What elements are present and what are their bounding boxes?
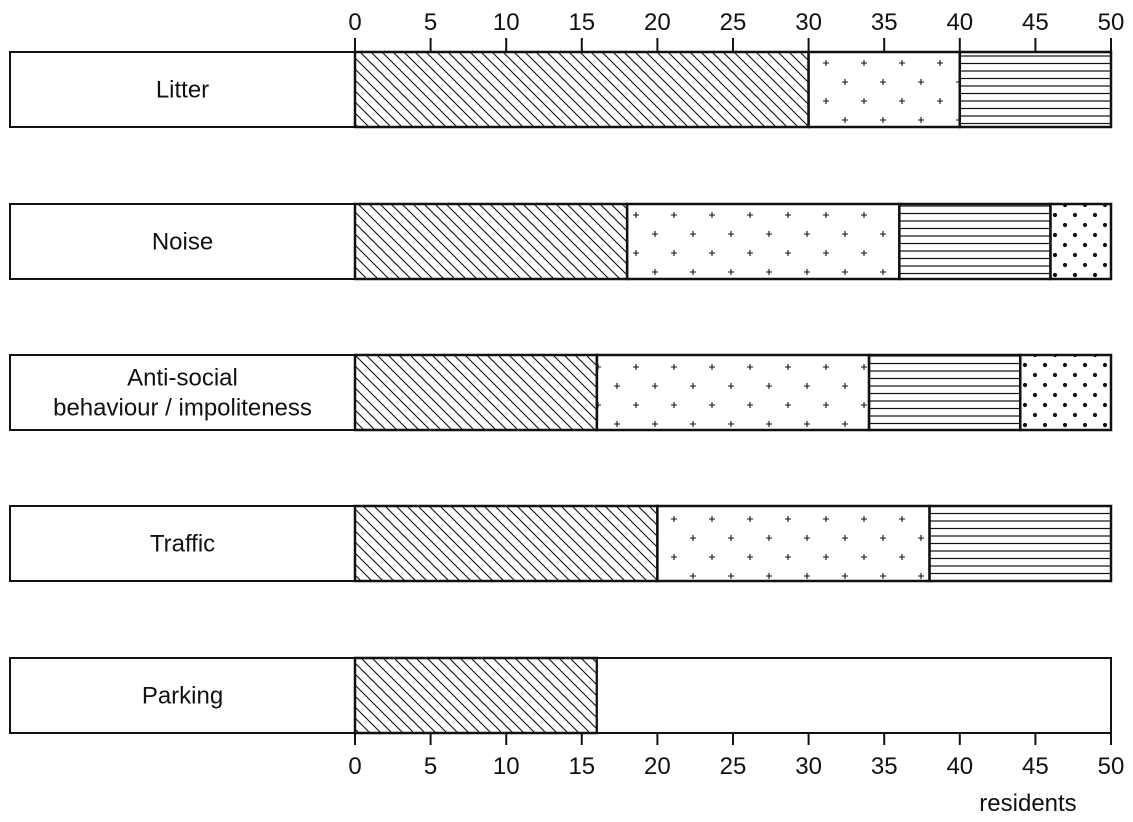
bar-segment-diagonal-hatch bbox=[353, 656, 599, 735]
category-label: behaviour / impoliteness bbox=[53, 395, 312, 422]
category-label: Noise bbox=[152, 229, 213, 256]
bottom-tick-label: 35 bbox=[871, 753, 898, 780]
bar-row: Litter bbox=[9, 50, 1113, 129]
x-axis-bottom: 0 5 10 15 20 25 30 35 40 45 50 bbox=[10, 732, 1125, 780]
bar-segment-horizontal-lines bbox=[898, 202, 1052, 281]
bar-empty-remainder bbox=[595, 657, 1112, 734]
bar-rows: Litter Noise Anti-social behaviour / impoli… bbox=[9, 50, 1113, 735]
bottom-tick-label: 30 bbox=[795, 753, 822, 780]
bar-segment-plus-signs bbox=[807, 50, 962, 129]
category-label-box bbox=[9, 505, 356, 582]
x-axis-top: 0 5 10 15 20 25 30 35 40 45 50 bbox=[348, 9, 1124, 52]
bar-row: Traffic bbox=[9, 504, 1113, 583]
bar-row: Anti-social behaviour / impoliteness bbox=[9, 353, 1113, 432]
top-tick-label: 25 bbox=[720, 9, 747, 36]
bar-row-frame bbox=[9, 505, 1112, 582]
bottom-tick-label: 45 bbox=[1022, 753, 1049, 780]
bar-row: Noise bbox=[9, 202, 1113, 281]
bar-segment-diagonal-hatch bbox=[353, 202, 629, 281]
bottom-tick-label: 50 bbox=[1098, 753, 1125, 780]
bar-segment-plus-signs bbox=[595, 353, 871, 432]
bottom-tick-label: 15 bbox=[568, 753, 595, 780]
bottom-tick-label: 5 bbox=[424, 753, 437, 780]
top-tick-label: 45 bbox=[1022, 9, 1049, 36]
bottom-tick-label: 10 bbox=[493, 753, 520, 780]
top-tick-label: 35 bbox=[871, 9, 898, 36]
bar-segment-plus-signs bbox=[625, 202, 901, 281]
category-label-box bbox=[9, 51, 356, 128]
bottom-tick-label: 0 bbox=[348, 753, 361, 780]
top-tick-label: 50 bbox=[1098, 9, 1125, 36]
bar-row-frame bbox=[9, 354, 1112, 431]
top-tick-label: 20 bbox=[644, 9, 671, 36]
bar-segment-diagonal-hatch bbox=[353, 504, 659, 583]
category-label: Anti-social bbox=[127, 365, 238, 392]
top-tick-label: 10 bbox=[493, 9, 520, 36]
bottom-tick-label: 20 bbox=[644, 753, 671, 780]
category-label: Traffic bbox=[150, 531, 215, 558]
category-label: Litter bbox=[156, 77, 209, 104]
bar-segment-dots bbox=[1049, 202, 1113, 281]
category-label: Parking bbox=[142, 683, 223, 710]
bar-row-frame bbox=[9, 203, 1112, 280]
bar-row-frame bbox=[9, 51, 1112, 128]
x-axis-unit-label: residents bbox=[979, 790, 1076, 817]
top-tick-label: 30 bbox=[795, 9, 822, 36]
top-tick-label: 5 bbox=[424, 9, 437, 36]
bar-segment-horizontal-lines bbox=[928, 504, 1113, 583]
top-tick-label: 15 bbox=[568, 9, 595, 36]
bar-segment-diagonal-hatch bbox=[353, 353, 599, 432]
top-tick-label: 40 bbox=[946, 9, 973, 36]
bottom-tick-label: 25 bbox=[720, 753, 747, 780]
bar-segment-dots bbox=[1019, 353, 1113, 432]
top-tick-label: 0 bbox=[348, 9, 361, 36]
bar-segment-plus-signs bbox=[656, 504, 931, 583]
bar-segment-horizontal-lines bbox=[867, 353, 1022, 432]
bar-segment-horizontal-lines bbox=[958, 50, 1113, 129]
bottom-tick-label: 40 bbox=[946, 753, 973, 780]
bar-row: Parking bbox=[9, 656, 1112, 735]
bar-segment-diagonal-hatch bbox=[353, 50, 810, 129]
